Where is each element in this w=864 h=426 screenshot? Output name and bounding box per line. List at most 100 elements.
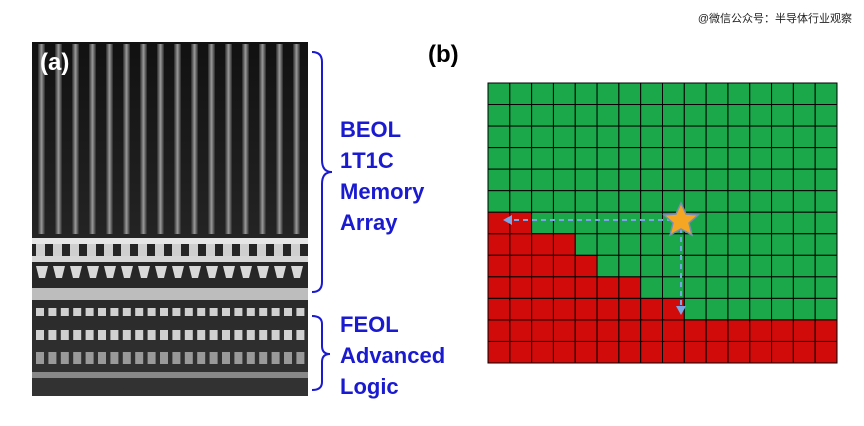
sem-device bbox=[284, 308, 292, 316]
sem-device bbox=[259, 352, 268, 364]
pass-cell bbox=[596, 190, 620, 213]
sem-cap bbox=[70, 244, 79, 256]
fail-cell bbox=[509, 254, 533, 278]
sem-device bbox=[60, 352, 69, 364]
pass-cell bbox=[814, 147, 838, 170]
label-line: 1T1C bbox=[340, 148, 394, 173]
sem-column bbox=[38, 44, 45, 234]
fail-cell bbox=[792, 340, 816, 364]
pass-cell bbox=[596, 254, 620, 278]
sem-device bbox=[73, 352, 82, 364]
pass-cell bbox=[727, 104, 751, 127]
sem-cap bbox=[53, 244, 62, 256]
sem-column bbox=[259, 44, 266, 234]
pass-cell bbox=[771, 254, 794, 278]
pass-cell bbox=[596, 104, 620, 127]
panel-label: (b) bbox=[428, 41, 459, 68]
pass-cell bbox=[771, 211, 794, 235]
pass-cell bbox=[662, 168, 685, 192]
pass-cell bbox=[574, 168, 598, 192]
pass-cell bbox=[487, 168, 511, 192]
pass-cell bbox=[596, 211, 620, 235]
fail-cell bbox=[749, 319, 773, 342]
pass-cell bbox=[727, 168, 751, 192]
label-line: Memory bbox=[340, 179, 425, 204]
pass-cell bbox=[814, 276, 838, 299]
pass-cell bbox=[683, 254, 707, 278]
pass-cell bbox=[683, 125, 707, 149]
pass-cell bbox=[574, 190, 598, 213]
sem-cap bbox=[223, 244, 232, 256]
arrows bbox=[503, 201, 700, 315]
pass-cell bbox=[531, 211, 554, 235]
pass-cell bbox=[640, 254, 663, 278]
fail-cell bbox=[771, 340, 794, 364]
pass-cell bbox=[749, 233, 773, 256]
pass-cell bbox=[683, 168, 707, 192]
sem-device bbox=[48, 330, 57, 340]
pass-cell bbox=[596, 168, 620, 192]
panel-label: (a) bbox=[40, 49, 69, 76]
pass-cell bbox=[531, 168, 554, 192]
sem-device bbox=[284, 330, 292, 340]
pass-cell bbox=[771, 125, 794, 149]
sem-device bbox=[209, 352, 218, 364]
sem-cap bbox=[155, 266, 167, 278]
sem-device bbox=[184, 352, 193, 364]
pass-cell bbox=[792, 82, 816, 106]
pass-cell bbox=[771, 297, 794, 321]
sem-column bbox=[157, 44, 164, 234]
pass-cell bbox=[487, 125, 511, 149]
pass-cell bbox=[771, 104, 794, 127]
pass-cell bbox=[705, 254, 729, 278]
sem-column bbox=[276, 44, 283, 234]
label-line: Logic bbox=[340, 374, 399, 399]
sem-device bbox=[60, 330, 69, 340]
pass-cell bbox=[683, 276, 707, 299]
fail-cell bbox=[552, 233, 576, 256]
sem-column bbox=[106, 44, 113, 234]
sem-device bbox=[48, 352, 57, 364]
pass-cell bbox=[771, 147, 794, 170]
sem-device bbox=[110, 330, 119, 340]
pass-cell bbox=[552, 82, 576, 106]
pass-cell bbox=[683, 82, 707, 106]
fail-cell bbox=[574, 276, 598, 299]
sem-device bbox=[36, 352, 44, 364]
pass-cell bbox=[705, 297, 729, 321]
fail-cell bbox=[596, 276, 620, 299]
pass-cell bbox=[618, 254, 642, 278]
sem-device bbox=[147, 352, 156, 364]
pass-cell bbox=[705, 233, 729, 256]
sem-device bbox=[85, 330, 94, 340]
pass-cell bbox=[487, 147, 511, 170]
pass-cell bbox=[814, 297, 838, 321]
pass-cell bbox=[705, 211, 729, 235]
pass-cell bbox=[792, 297, 816, 321]
pass-cell bbox=[814, 125, 838, 149]
pass-cell bbox=[552, 104, 576, 127]
pass-cell bbox=[771, 168, 794, 192]
pass-cell bbox=[662, 82, 685, 106]
sem-cap bbox=[121, 266, 133, 278]
sem-device bbox=[246, 330, 255, 340]
sem-cap bbox=[291, 244, 300, 256]
pass-cell bbox=[792, 104, 816, 127]
fail-cell bbox=[618, 297, 642, 321]
fail-cell bbox=[531, 340, 554, 364]
watermark: @微信公众号：半导体行业观察 bbox=[698, 11, 852, 25]
sem-cap bbox=[155, 244, 164, 256]
fail-cell bbox=[705, 340, 729, 364]
pass-cell bbox=[531, 147, 554, 170]
pass-cell bbox=[662, 147, 685, 170]
sem-band bbox=[32, 238, 308, 244]
sem-device bbox=[147, 308, 156, 316]
pass-cell bbox=[596, 82, 620, 106]
pass-cell bbox=[640, 233, 663, 256]
label-line: BEOL bbox=[340, 117, 401, 142]
pass-cell bbox=[814, 211, 838, 235]
fail-cell bbox=[552, 254, 576, 278]
sem-device bbox=[36, 330, 44, 340]
label-line: Advanced bbox=[340, 343, 445, 368]
pass-cell bbox=[640, 147, 663, 170]
